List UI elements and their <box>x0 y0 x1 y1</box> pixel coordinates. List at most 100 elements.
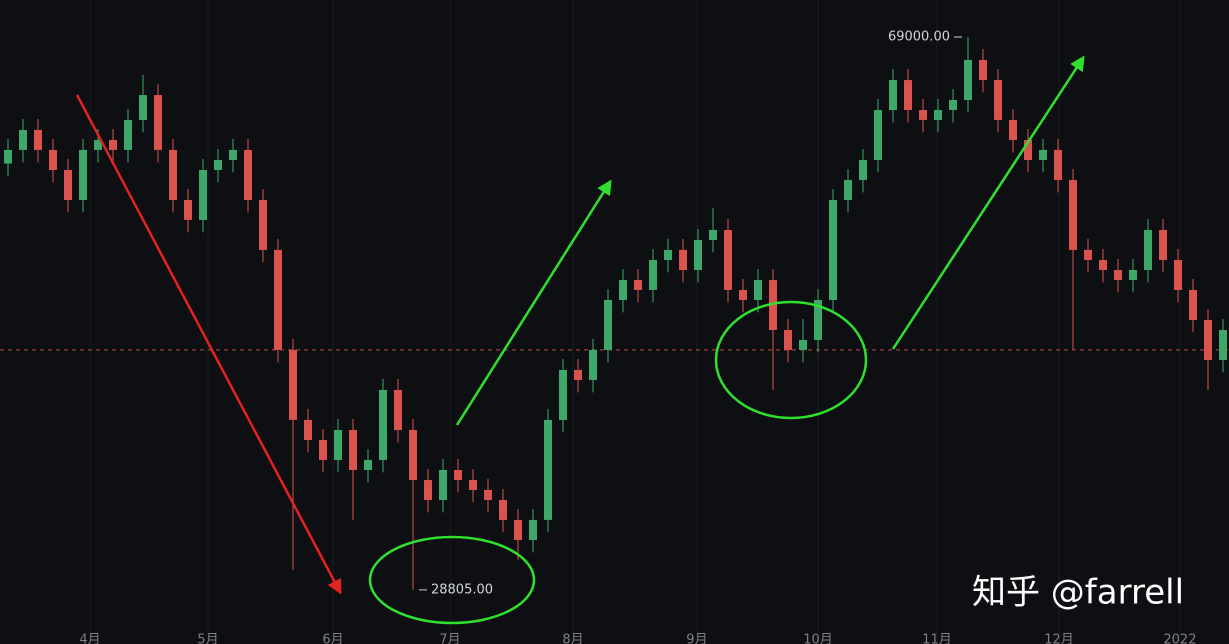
candle-body <box>873 110 882 160</box>
candle-body <box>528 519 537 541</box>
candle-body <box>123 119 132 150</box>
candle-body <box>933 110 942 120</box>
candle-body <box>663 249 672 260</box>
candle-body <box>1023 140 1032 160</box>
candle-body <box>138 95 147 120</box>
candle-body <box>1038 149 1047 160</box>
green-ellipse <box>368 535 536 625</box>
candle-body <box>603 299 612 350</box>
candle-body <box>1219 329 1227 360</box>
candle-body <box>1098 259 1107 271</box>
x-tick-label: 6月 <box>322 633 343 644</box>
candle-body <box>393 389 402 430</box>
candle-body <box>48 149 57 171</box>
x-tick-label: 4月 <box>79 633 100 644</box>
candle-body <box>378 389 387 460</box>
candle-body <box>828 199 837 300</box>
candle-body <box>1008 119 1017 141</box>
candle-body <box>843 180 852 200</box>
candle-body <box>288 349 297 420</box>
annotation-label: 28805.00 <box>431 582 493 597</box>
candle-body <box>633 280 642 290</box>
candle-body <box>468 480 477 490</box>
candle-body <box>243 149 252 200</box>
candle-body <box>273 249 282 350</box>
candle-body <box>558 370 567 420</box>
candle-body <box>198 170 207 220</box>
candle-body <box>453 470 462 481</box>
candle-body <box>888 80 897 111</box>
candle-body <box>18 129 27 150</box>
candle-body <box>483 489 492 500</box>
candle-body <box>573 370 582 381</box>
candle-body <box>63 170 72 200</box>
candle-body <box>618 280 627 300</box>
candle-body <box>858 159 867 181</box>
candle-body <box>498 499 507 520</box>
candle-body <box>153 95 162 150</box>
candle-body <box>438 470 447 500</box>
candle-body <box>588 349 597 381</box>
candle-body <box>228 149 237 160</box>
candle-body <box>1053 149 1062 181</box>
x-tick-label: 10月 <box>803 633 833 644</box>
candle-body <box>513 519 522 541</box>
candle-body <box>918 110 927 120</box>
candle-body <box>3 149 12 164</box>
candle-body <box>768 280 777 330</box>
candle-body <box>78 149 87 200</box>
candle-body <box>408 429 417 481</box>
candle-body <box>1083 249 1092 260</box>
x-tick-label: 11月 <box>922 633 952 644</box>
candle-body <box>783 329 792 350</box>
candle-body <box>1128 270 1137 281</box>
candle-body <box>1188 289 1197 320</box>
candle-body <box>348 429 357 471</box>
candle-body <box>1203 319 1212 360</box>
x-tick-label: 7月 <box>439 633 460 644</box>
candle-body <box>708 229 717 241</box>
x-tick-label: 8月 <box>562 633 583 644</box>
candle-body <box>1158 229 1167 260</box>
candle-body <box>903 80 912 111</box>
candle-body <box>258 199 267 250</box>
candle-body <box>363 459 372 471</box>
candle-body <box>1068 180 1077 250</box>
candle-body <box>183 199 192 220</box>
candle-body <box>543 419 552 520</box>
candle-body <box>648 259 657 290</box>
green-arrow <box>455 179 612 426</box>
green-ellipse <box>714 300 868 420</box>
candle-body <box>33 129 42 150</box>
candle-body <box>798 340 807 350</box>
candle-body <box>948 99 957 111</box>
candle-body <box>1173 259 1182 290</box>
candle-body <box>318 440 327 460</box>
x-tick-label: 5月 <box>197 633 218 644</box>
candle-body <box>333 429 342 460</box>
candle-body <box>1113 270 1122 281</box>
green-arrow <box>891 55 1085 350</box>
x-tick-label: 9月 <box>686 633 707 644</box>
x-tick-label: 12月 <box>1044 633 1074 644</box>
candle-body <box>168 149 177 200</box>
annotation-label: 69000.00 <box>888 30 950 45</box>
red-arrow <box>75 94 342 595</box>
candle-body <box>723 229 732 290</box>
candle-body <box>993 80 1002 120</box>
watermark: 知乎 @farrell <box>972 573 1184 613</box>
candle-body <box>213 159 222 171</box>
candle-body <box>108 140 117 150</box>
candle-body <box>423 480 432 500</box>
candle-body <box>738 289 747 300</box>
candle-body <box>693 240 702 271</box>
candle-body <box>813 299 822 341</box>
candles: 69000.00 28805.00 <box>3 30 1227 597</box>
candle-body <box>93 140 102 150</box>
drawings <box>75 55 1085 625</box>
candle-body <box>753 280 762 300</box>
candle-body <box>1143 229 1152 271</box>
candle-body <box>978 59 987 81</box>
